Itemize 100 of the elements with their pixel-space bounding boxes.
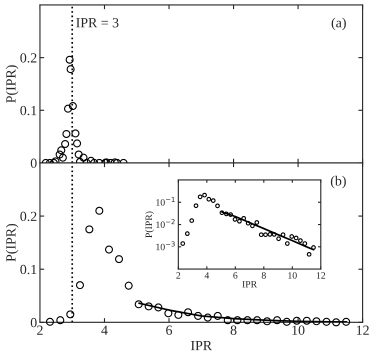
point (246, 220, 250, 226)
x-tick-label: 12 (316, 272, 326, 279)
point (114, 255, 124, 264)
x-tick-label: 10 (288, 272, 297, 279)
point (68, 102, 77, 110)
point (214, 312, 222, 320)
point (302, 241, 308, 246)
x-axis-title: IPR (242, 281, 258, 288)
point (258, 232, 264, 238)
y-tick-label: 0.2 (20, 53, 36, 63)
point (282, 318, 291, 326)
point (104, 246, 114, 254)
annotation: (b) (330, 176, 346, 188)
point (210, 198, 216, 203)
y-tick-label: 0.2 (20, 212, 36, 222)
line-series (221, 211, 315, 251)
x-tick-label: 8 (262, 272, 266, 279)
point (71, 129, 80, 138)
point (241, 216, 246, 221)
point (85, 225, 94, 234)
point (224, 212, 229, 216)
point (202, 192, 207, 198)
y-axis-title: P(IPR) (6, 224, 18, 262)
y-tick-label: 0 (30, 158, 37, 168)
x-tick-label: 12 (356, 326, 369, 335)
x-tick-label: 4 (204, 272, 210, 279)
point (180, 241, 186, 246)
x-tick-label: 6 (166, 326, 172, 335)
point (184, 231, 190, 236)
point (276, 236, 281, 242)
point (228, 212, 233, 217)
point (164, 309, 172, 318)
point (306, 252, 312, 257)
point (74, 150, 83, 159)
point (61, 140, 70, 148)
point (302, 316, 311, 325)
point (284, 241, 290, 246)
point (57, 146, 66, 154)
point (174, 310, 182, 319)
x-tick-label: 2 (37, 326, 43, 335)
point (66, 65, 75, 74)
point (66, 310, 74, 318)
point (198, 194, 202, 200)
point (250, 224, 255, 228)
point (220, 210, 224, 216)
point (272, 232, 277, 237)
point (263, 317, 272, 326)
y-tick-label: 0.1 (20, 264, 36, 274)
x-tick-label: 10 (292, 326, 304, 335)
point (294, 236, 299, 240)
point (268, 232, 272, 237)
x-tick-label: 8 (230, 326, 236, 335)
point (144, 302, 153, 310)
point (154, 303, 162, 312)
point (273, 316, 282, 324)
point (312, 317, 320, 326)
point (224, 316, 232, 324)
point (263, 232, 268, 238)
point (76, 281, 84, 290)
point (194, 312, 202, 320)
point (215, 203, 220, 208)
y-tick-label: 10$^{−1}$ (156, 196, 175, 206)
point (233, 316, 242, 324)
point (58, 154, 67, 162)
y-axis-title: P(IPR) (145, 211, 154, 238)
point (322, 318, 330, 326)
point (79, 154, 88, 162)
x-axis-title: IPR (190, 341, 212, 350)
point (289, 234, 294, 239)
point (56, 316, 64, 324)
x-tick-label: 4 (101, 326, 108, 335)
point (124, 282, 133, 290)
point (64, 104, 72, 113)
point (243, 316, 252, 324)
point (311, 245, 316, 250)
x-tick-label: 6 (233, 272, 238, 279)
point (189, 218, 194, 223)
y-tick-label: 0 (30, 318, 37, 328)
y-tick-label: 0.1 (20, 106, 36, 116)
ref-line-label: IPR = 3 (76, 18, 118, 28)
point (237, 218, 242, 224)
point (46, 318, 54, 326)
y-tick-label: 10$^{−2}$ (156, 219, 175, 228)
annotation: (a) (332, 18, 346, 30)
point (56, 150, 64, 159)
point (298, 238, 303, 243)
point (254, 220, 260, 225)
point (292, 316, 301, 325)
point (95, 206, 104, 215)
x-tick-label: 2 (176, 272, 180, 279)
y-axis-title: P(IPR) (6, 65, 18, 103)
point (332, 318, 340, 326)
y-tick-label: 10$^{−3}$ (156, 241, 175, 250)
point (342, 318, 350, 326)
point (62, 130, 70, 138)
point (134, 300, 143, 308)
point (204, 314, 212, 322)
point (73, 139, 82, 148)
point (253, 316, 262, 324)
point (194, 203, 198, 208)
